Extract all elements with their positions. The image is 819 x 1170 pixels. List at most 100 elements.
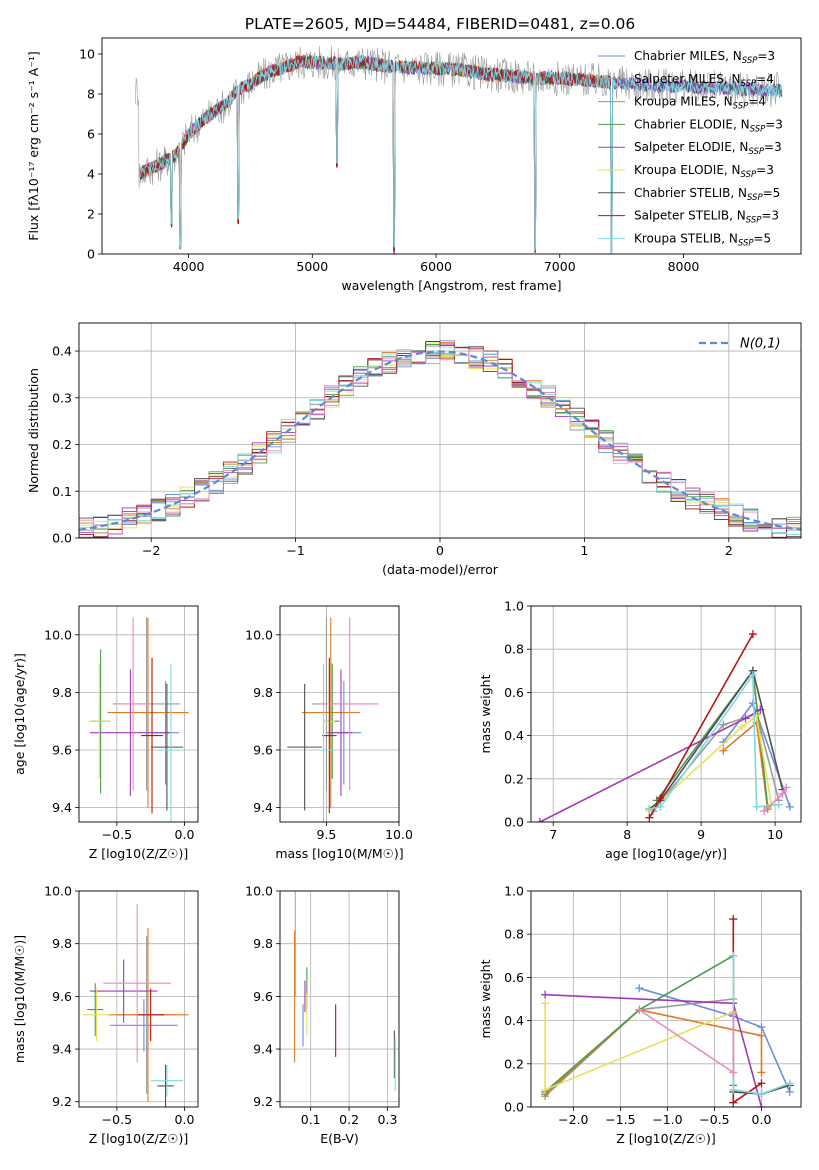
axes-frame: [530, 605, 802, 823]
y-axis-label: mass weight: [478, 674, 493, 753]
plot-area: [88, 617, 189, 822]
y-tick-label: 0.8: [504, 642, 524, 657]
weight-point: [760, 807, 769, 816]
y-tick-label: 9.8: [253, 685, 273, 700]
y-tick-label: 0.0: [504, 1100, 524, 1115]
x-axis-label: Z [log10(Z/Z☉)]: [89, 1131, 189, 1146]
legend-label: Chabrier ELODIE, NSSP=3: [634, 117, 783, 134]
y-tick-label: 1.0: [504, 599, 524, 614]
x-tick-label: 10.0: [385, 827, 413, 842]
x-axis-label: E(B-V): [320, 1131, 359, 1146]
y-tick-label: 10.0: [245, 884, 273, 899]
y-tick-label: 0.2: [504, 1056, 524, 1071]
weight-point: [757, 1090, 766, 1099]
x-tick-label: −0.5: [699, 1112, 729, 1127]
errorbar-point: [157, 663, 185, 822]
panel-age_vs_Z: −0.5 0.0 9.4 9.6 9.8 10.0 Z [log10(Z/Z☉)] age […: [12, 605, 199, 861]
hist-series-10: [79, 349, 801, 538]
panel-mass_vs_Z: −0.5 0.0 9.2 9.4 9.6 9.8 10.0 Z [log10(Z/Z☉)] ma…: [12, 884, 199, 1146]
panel-age_vs_mass: 9.5 10.0 9.4 9.6 9.8 10.0 mass [log10(M/M☉)]: [245, 605, 413, 861]
y-tick-label: 9.4: [253, 1042, 273, 1057]
x-tick-label: 7000: [544, 259, 576, 274]
weight-point: [757, 1068, 766, 1077]
y-tick-label: 9.8: [52, 685, 72, 700]
x-tick-label: −2: [142, 543, 160, 558]
errorbar-point: [320, 617, 379, 791]
x-tick-label: 6000: [420, 259, 452, 274]
x-tick-label: 0: [436, 543, 444, 558]
weight-point: [541, 1085, 550, 1094]
errorbar-point: [103, 904, 171, 1063]
y-tick-label: 9.2: [52, 1094, 72, 1109]
x-tick-label: 0.2: [339, 1112, 359, 1127]
weight-point: [729, 1068, 738, 1077]
axes-frame: [530, 890, 802, 1108]
y-tick-label: 0.2: [52, 437, 72, 452]
x-axis-label: wavelength [Angstrom, rest frame]: [341, 278, 561, 293]
weight-point: [748, 671, 757, 680]
y-axis-label: mass [log10(M/M☉)]: [12, 935, 27, 1063]
errorbar-point: [287, 683, 323, 811]
x-tick-label: 0.0: [752, 1112, 772, 1127]
weight-point: [541, 990, 550, 999]
errorbar-point: [137, 988, 165, 1042]
y-tick-label: 0.0: [52, 531, 72, 546]
x-tick-label: 9: [697, 827, 705, 842]
x-axis-label: age [log10(age/yr)]: [605, 846, 727, 861]
weight-point: [656, 802, 665, 811]
errorbar-point: [87, 983, 104, 1036]
weight-point: [541, 999, 550, 1008]
x-tick-label: 8: [623, 827, 631, 842]
x-tick-label: 7: [549, 827, 557, 842]
x-axis-label: (data-model)/error: [382, 562, 499, 577]
y-tick-label: 9.6: [253, 743, 273, 758]
axes-frame: [78, 605, 199, 823]
x-tick-label: 4000: [173, 259, 205, 274]
errorbar-point: [150, 1064, 184, 1097]
x-tick-label: 0.3: [378, 1112, 398, 1127]
weight-point: [645, 813, 654, 822]
y-tick-label: 9.2: [253, 1094, 273, 1109]
y-tick-label: 1.0: [504, 884, 524, 899]
legend-label: Salpeter STELIB, NSSP=3: [634, 209, 779, 226]
errorbar-point: [89, 669, 171, 797]
y-tick-label: 9.8: [253, 936, 273, 951]
errorbar-point: [150, 683, 184, 811]
y-tick-label: 9.4: [52, 1042, 72, 1057]
y-tick-label: 9.4: [52, 800, 72, 815]
weight-point: [778, 789, 787, 798]
y-tick-label: 10.0: [245, 627, 273, 642]
weight-point: [635, 1005, 644, 1014]
axes-frame: [101, 37, 802, 255]
x-axis-label: Z [log10(Z/Z☉)]: [616, 1131, 716, 1146]
plot-area: [294, 891, 396, 1092]
plot-area: [541, 915, 794, 1107]
normal-curve: [79, 350, 801, 531]
spectrum-series-9: [138, 54, 783, 254]
weight-point: [729, 951, 738, 960]
y-tick-label: 8: [87, 87, 95, 102]
y-tick-label: 9.4: [253, 800, 273, 815]
y-tick-label: 6: [87, 127, 95, 142]
y-tick-label: 0.2: [504, 771, 524, 786]
axes-frame: [279, 890, 400, 1108]
errorbar-point: [107, 617, 189, 808]
errorbar-point: [141, 657, 163, 814]
x-tick-label: −1.0: [652, 1112, 682, 1127]
plot-area: [79, 340, 801, 538]
weight-point: [757, 1031, 766, 1040]
x-tick-label: 10: [767, 827, 783, 842]
y-tick-label: 4: [87, 167, 95, 182]
errorbar-point: [110, 999, 178, 1052]
y-tick-label: 0: [87, 247, 95, 262]
y-axis-label: Normed distribution: [26, 368, 41, 493]
x-tick-label: 0.0: [175, 827, 195, 842]
x-tick-label: −0.5: [102, 1112, 132, 1127]
weight-point: [635, 984, 644, 993]
x-tick-label: 9.5: [316, 827, 336, 842]
weight-point: [729, 1098, 738, 1107]
weight-series-6: [648, 714, 773, 812]
plot-area: [535, 630, 794, 822]
y-axis-label: Flux [fλ10⁻¹⁷ erg cm⁻² s⁻¹ A⁻¹]: [26, 51, 41, 240]
